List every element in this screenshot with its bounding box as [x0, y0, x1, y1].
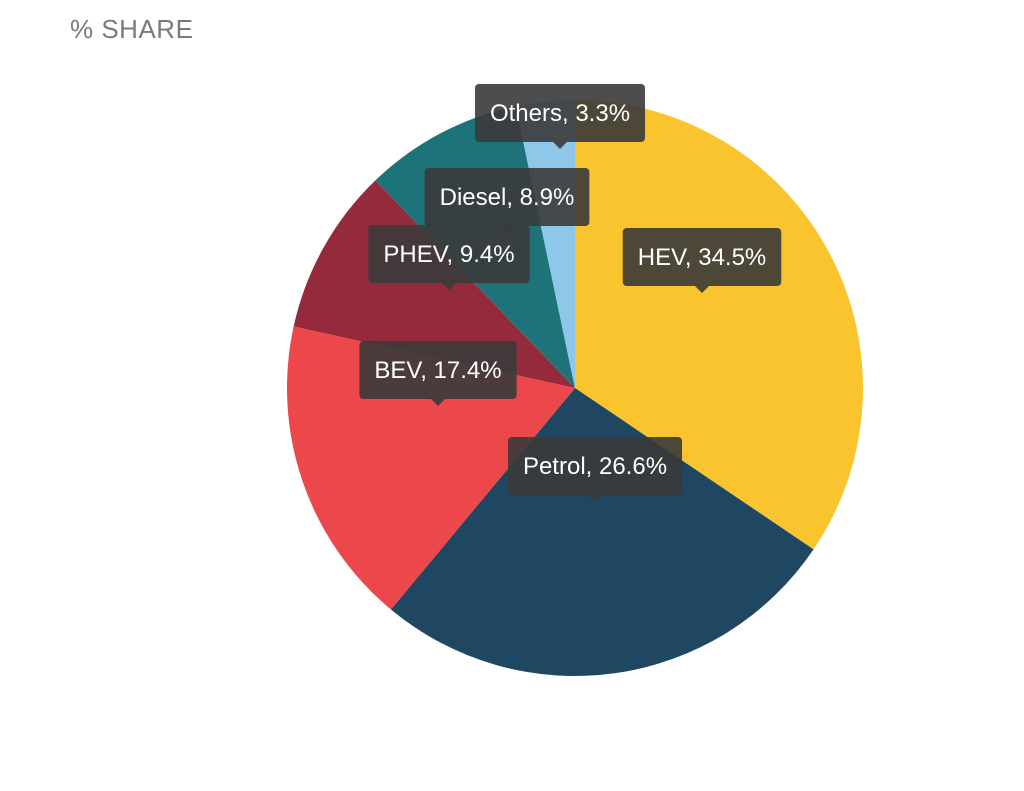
slice-label-pointer — [431, 399, 445, 406]
slice-labels: HEV, 34.5% Petrol, 26.6% BEV, 17.4% PHEV, 9… — [359, 84, 782, 502]
slice-label-text: Petrol, 26.6% — [523, 453, 667, 480]
slice-label-pointer — [553, 142, 567, 149]
slice-label-box — [507, 437, 683, 495]
slice-label-pointer — [588, 495, 602, 502]
slice-label-pointer — [442, 283, 456, 290]
slice-label-bev: BEV, 17.4% — [359, 341, 517, 406]
slice-label-box — [359, 341, 517, 399]
slice-label-hev: HEV, 34.5% — [622, 228, 782, 293]
slice-label-box — [474, 84, 646, 142]
pie-slice-hev[interactable] — [575, 100, 863, 550]
slice-label-others: Others, 3.3% — [474, 84, 646, 149]
slice-label-box — [424, 168, 590, 226]
slice-label-text: BEV, 17.4% — [374, 357, 501, 384]
slice-label-petrol: Petrol, 26.6% — [507, 437, 683, 502]
slice-label-text: Others, 3.3% — [490, 100, 630, 127]
pie-slice-phev[interactable] — [293, 180, 575, 388]
slice-label-diesel: Diesel, 8.9% — [424, 168, 590, 233]
slice-label-phev: PHEV, 9.4% — [368, 225, 530, 290]
slice-label-text: PHEV, 9.4% — [383, 241, 514, 268]
slice-label-pointer — [695, 286, 709, 293]
chart-title: % SHARE — [70, 14, 194, 44]
slice-label-box — [622, 228, 782, 286]
slice-label-text: Diesel, 8.9% — [440, 184, 575, 211]
slice-label-pointer — [500, 226, 514, 233]
pie-slice-petrol[interactable] — [390, 388, 814, 677]
slice-label-box — [368, 225, 530, 283]
slice-label-text: HEV, 34.5% — [638, 244, 767, 271]
